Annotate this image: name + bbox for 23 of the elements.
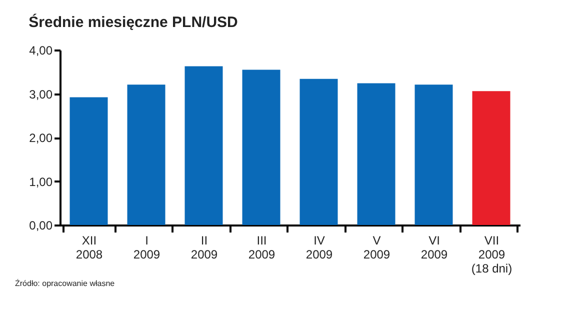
text: Źródło: opracowanie własne (15, 279, 116, 288)
y-tick-label: 3,00 (29, 87, 53, 102)
y-tick-label: 0,00 (29, 218, 53, 232)
y-tick-label: 1,00 (29, 174, 53, 189)
x-tick-label: VII 2009 (18 dni) (471, 234, 512, 276)
bar (472, 91, 510, 225)
x-tick-label: IV 2009 (306, 234, 333, 262)
x-tick-label: III 2009 (248, 234, 276, 262)
bar (242, 70, 280, 225)
y-tick-label: 4,00 (29, 44, 53, 58)
x-tick-label: I 2009 (133, 234, 160, 262)
bar (127, 84, 166, 225)
x-tick-label: VI 2009 (420, 234, 448, 262)
x-tick-label: V 2009 (363, 234, 390, 262)
bar (357, 83, 396, 225)
bar (70, 97, 108, 225)
x-tick-label: XII 2008 (76, 234, 103, 262)
y-tick-label: 2,00 (29, 131, 53, 145)
bar (300, 78, 338, 225)
chart-title: Średnie miesięczne PLN/USD (28, 13, 238, 31)
bar (414, 84, 453, 225)
bar (184, 66, 223, 225)
x-tick-label: II 2009 (190, 234, 218, 262)
